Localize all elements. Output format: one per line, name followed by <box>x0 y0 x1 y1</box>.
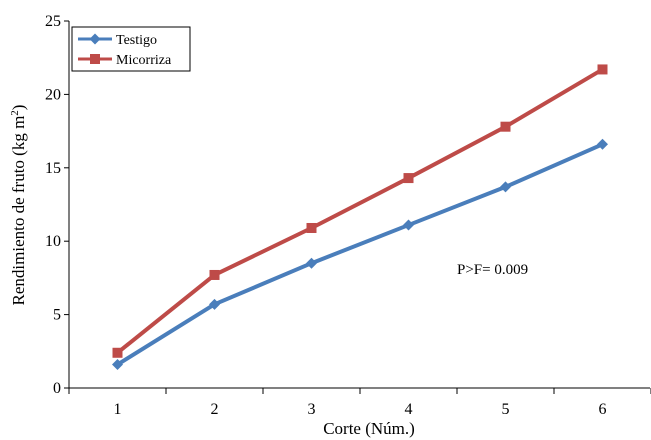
legend-item-testigo: Testigo <box>78 33 157 48</box>
data-point-micorriza <box>209 269 220 280</box>
legend-marker-testigo <box>89 33 101 45</box>
series-line-micorriza <box>116 67 604 355</box>
y-axis-label-main: Rendimiento de fruto (kg m <box>9 116 28 306</box>
legend: Testigo Micorriza <box>71 26 191 72</box>
series-layer <box>112 64 608 371</box>
y-tick-label: 5 <box>53 307 61 324</box>
y-tick-label: 25 <box>45 13 61 30</box>
legend-label-micorriza: Micorriza <box>116 53 172 68</box>
legend-label-testigo: Testigo <box>116 33 157 48</box>
x-tick-label: 5 <box>502 401 510 418</box>
legend-item-micorriza: Micorriza <box>78 53 172 68</box>
y-tick-label: 15 <box>45 160 61 177</box>
y-axis-label-superscript: 2 <box>9 110 21 116</box>
y-tick-label: 0 <box>53 380 61 397</box>
y-tick-label: 20 <box>45 86 61 103</box>
data-point-micorriza <box>500 121 511 132</box>
series-line-testigo <box>116 142 604 367</box>
ticks: 0 5 10 15 20 25 1 2 3 4 5 6 <box>45 13 651 418</box>
x-axis-label: Corte (Núm.) <box>323 419 415 438</box>
legend-items: Testigo Micorriza <box>78 33 172 68</box>
y-tick-label: 10 <box>45 233 61 250</box>
data-point-micorriza <box>403 173 414 184</box>
y-axis-label: Rendimiento de fruto (kg m2) <box>9 105 28 306</box>
x-tick-label: 4 <box>405 401 413 418</box>
data-point-testigo <box>306 257 317 269</box>
data-point-micorriza <box>306 222 317 233</box>
data-point-testigo <box>209 298 220 310</box>
x-tick-label: 1 <box>114 401 122 418</box>
x-tick-label: 3 <box>308 401 316 418</box>
legend-marker-micorriza <box>90 54 100 64</box>
x-tick-label: 2 <box>211 401 219 418</box>
data-point-testigo <box>112 359 123 371</box>
data-point-testigo <box>597 138 608 150</box>
data-point-micorriza <box>112 347 123 358</box>
data-point-micorriza <box>597 64 608 75</box>
data-point-testigo <box>403 219 414 231</box>
x-tick-label: 6 <box>599 401 607 418</box>
data-point-testigo <box>500 181 511 193</box>
p-value-annotation: P>F= 0.009 <box>457 262 528 278</box>
series-testigo <box>112 138 608 371</box>
series-micorriza <box>112 64 608 358</box>
y-axis-label-end: ) <box>9 105 28 111</box>
